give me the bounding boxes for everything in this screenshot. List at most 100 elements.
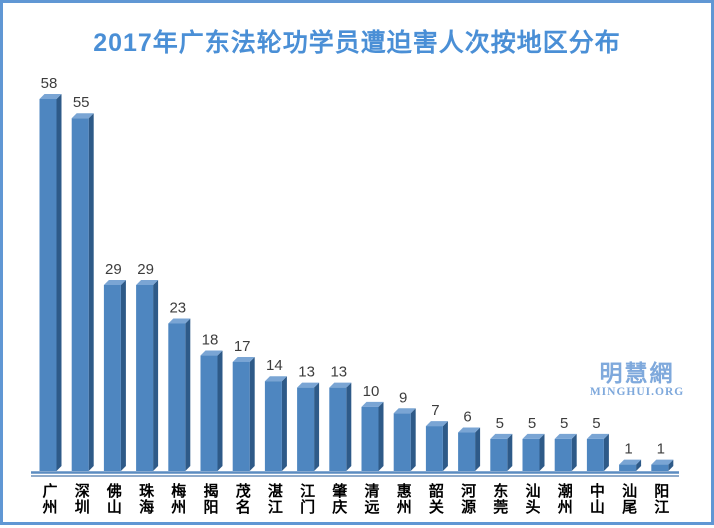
bar-group: 29 珠海	[136, 261, 159, 516]
x-axis-label: 广州	[41, 482, 57, 516]
bar-value-label: 13	[330, 364, 347, 381]
bar-side-face	[56, 94, 62, 471]
x-axis-label: 中山	[590, 482, 605, 516]
bar-value-label: 5	[592, 415, 600, 432]
bar	[490, 438, 508, 471]
x-axis-label: 东莞	[493, 482, 508, 516]
bar	[522, 438, 540, 471]
bar-group: 13 肇庆	[329, 364, 352, 516]
bar-top-face	[651, 459, 674, 465]
x-axis-label: 肇庆	[331, 482, 348, 516]
bar	[103, 285, 121, 471]
x-axis-label: 佛山	[106, 482, 122, 516]
bar-value-label: 14	[266, 357, 283, 374]
bar	[39, 99, 57, 471]
bar-top-face	[39, 94, 62, 99]
bar-side-face	[88, 113, 94, 471]
bar-side-face	[571, 433, 577, 471]
bar-side-face	[442, 421, 448, 471]
bar-top-face	[168, 318, 191, 324]
x-axis-label: 湛江	[268, 482, 283, 516]
bar-value-label: 10	[363, 383, 380, 400]
bar-side-face	[185, 318, 191, 471]
bar-group: 10 清远	[361, 383, 384, 516]
x-axis-label: 珠海	[139, 482, 155, 516]
bar-side-face	[217, 350, 223, 471]
bar-value-label: 9	[399, 389, 407, 406]
bar	[651, 464, 669, 471]
bar-side-face	[249, 356, 255, 471]
bar	[264, 381, 282, 471]
bar-group: 58 广州	[39, 75, 62, 516]
x-axis-label: 河源	[461, 482, 476, 516]
bar-group: 5 东莞	[490, 415, 513, 516]
bar-group: 9 惠州	[393, 389, 416, 516]
bar-side-face	[281, 376, 287, 471]
bar-value-label: 5	[496, 415, 504, 432]
bar-side-face	[346, 382, 352, 471]
x-axis-label: 潮州	[557, 482, 573, 516]
bar-value-label: 29	[137, 261, 154, 278]
bar-value-label: 5	[560, 415, 568, 432]
bar-value-label: 5	[528, 415, 536, 432]
bar-side-face	[539, 433, 545, 471]
bar-value-label: 6	[463, 409, 471, 426]
bar	[136, 285, 154, 471]
bar-top-face	[458, 427, 481, 433]
bar	[586, 438, 604, 471]
bar-side-face	[603, 433, 609, 471]
bar-top-face	[490, 433, 513, 439]
bar-value-label: 1	[657, 441, 665, 458]
bar-group: 18 揭阳	[200, 332, 223, 516]
bar-side-face	[410, 408, 416, 471]
bar	[425, 426, 443, 471]
bar-value-label: 58	[41, 75, 58, 92]
bar-group: 17 茂名	[232, 338, 255, 516]
bar-top-face	[361, 401, 384, 407]
bar-side-face	[314, 382, 320, 471]
bar-group: 13 江门	[297, 364, 320, 516]
bar-top-face	[393, 408, 416, 414]
bar	[329, 387, 347, 471]
bar-top-face	[554, 433, 577, 439]
bar	[393, 413, 411, 471]
bar	[619, 464, 637, 471]
bar	[232, 361, 250, 471]
bar	[200, 355, 218, 471]
bar	[458, 432, 476, 471]
bar-group: 1 汕尾	[619, 441, 642, 516]
bar	[71, 118, 89, 471]
bar	[361, 406, 379, 471]
bar-top-face	[425, 421, 448, 427]
chart-title: 2017年广东法轮功学员遭迫害人次按地区分布	[93, 29, 621, 57]
bar-top-face	[71, 113, 94, 119]
bar-value-label: 23	[169, 299, 186, 316]
bar-side-face	[153, 280, 159, 471]
bar	[168, 323, 186, 471]
x-axis-label: 梅州	[170, 482, 186, 516]
bar-value-label: 18	[202, 332, 219, 349]
bar-top-face	[297, 382, 320, 388]
x-axis-label: 汕尾	[622, 482, 637, 516]
bar-value-label: 17	[234, 338, 251, 355]
x-axis-label: 揭阳	[203, 482, 218, 516]
bar-group: 7 韶关	[425, 402, 448, 516]
bar-value-label: 7	[431, 402, 439, 419]
bar-group: 14 湛江	[264, 357, 287, 516]
bar-top-face	[136, 280, 159, 285]
x-axis-label: 汕头	[525, 482, 540, 516]
bar-side-face	[475, 427, 481, 471]
x-axis-label: 江门	[300, 482, 315, 516]
bar-top-face	[619, 459, 642, 465]
bar-value-label: 55	[73, 94, 90, 111]
bar-chart-canvas: 58广州55深圳29佛山29珠海23梅州18揭阳17茂名14湛江13江门13肇庆…	[31, 75, 679, 516]
bar-side-face	[668, 459, 674, 471]
bar-top-face	[586, 433, 609, 439]
bar	[554, 438, 572, 471]
x-axis-label: 清远	[364, 482, 379, 516]
bar-group: 5 中山	[586, 415, 609, 516]
bar-top-face	[522, 433, 545, 439]
bar-side-face	[120, 280, 126, 471]
x-axis-label: 惠州	[396, 482, 412, 516]
